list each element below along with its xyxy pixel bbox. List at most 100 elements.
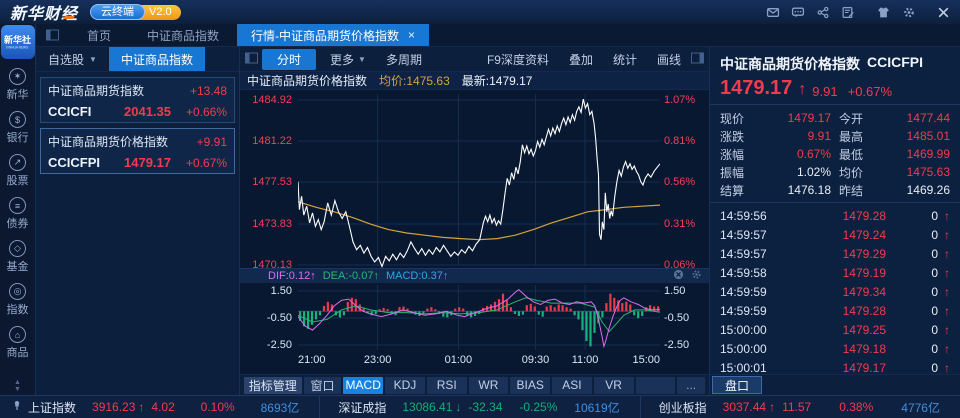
news-edit-icon[interactable] [841, 6, 855, 19]
indicator-tab-wr[interactable]: WR [468, 376, 509, 394]
tick-time: 15:00:00 [720, 322, 767, 337]
macd-hist-bar [346, 301, 349, 312]
indicator-tab-asi[interactable]: ASI [552, 376, 592, 394]
sidebar-item-label: 指数 [6, 304, 29, 316]
macd-hist-bar [318, 311, 322, 316]
quote-detail-row: 结算 1476.18 昨结 1469.26 [720, 181, 950, 199]
macd-hist-bar [509, 307, 512, 312]
indicator-tab-macd[interactable]: MACD [343, 376, 384, 394]
window-button[interactable]: 窗口 [303, 376, 342, 394]
scroll-down-icon[interactable]: ▼ [14, 386, 21, 393]
time-axis-label: 09:30 [521, 354, 550, 366]
stock-icon: ↗ [9, 154, 26, 171]
close-window-icon[interactable] [937, 6, 950, 19]
instrument-price: 2041.35 [124, 104, 171, 119]
quote-change: 9.91 [812, 84, 838, 99]
layout-icon-right[interactable] [691, 52, 704, 67]
multi-period-button[interactable]: 多周期 [385, 52, 422, 67]
f9-depth-button[interactable]: F9深度资料 [486, 52, 549, 67]
tick-row: 14:59:57 1479.24 0 ↑ [720, 225, 950, 244]
quote-label: 昨结 [839, 183, 864, 198]
macd-hist-bar [657, 306, 660, 312]
macd-hist-bar [378, 309, 381, 312]
draw-line-button[interactable]: 画线 [656, 52, 681, 67]
layout-icon-left[interactable] [245, 52, 258, 67]
stats-button[interactable]: 统计 [612, 52, 637, 67]
sidebar-item-bond[interactable]: ≡ 债券 [7, 197, 29, 231]
tick-price: 1479.29 [842, 246, 886, 261]
time-axis: 21:00 23:00 01:00 09:30 11:00 15:00 [240, 352, 709, 368]
tick-price: 1479.25 [842, 322, 886, 337]
sidebar-item-stock[interactable]: ↗ 股票 [7, 154, 29, 188]
xinhua-news-logo[interactable]: 新华社 XINHUA NEWS [0, 25, 35, 59]
mail-icon[interactable] [766, 6, 780, 19]
tab-close-icon[interactable]: × [408, 28, 416, 42]
pin-icon[interactable] [12, 400, 22, 414]
tick-list[interactable]: 14:59:56 1479.28 0 ↑ 14:59:57 1479.24 0 ↑ 14:59:… [710, 203, 960, 377]
brand-logo: 新华财经 [10, 4, 79, 23]
overlay-button[interactable]: 叠加 [568, 52, 593, 67]
index-icon: ◎ [9, 283, 26, 300]
macd-hist-bar [569, 308, 572, 312]
macd-hist-bar [649, 305, 652, 312]
time-axis-label: 01:00 [444, 354, 473, 366]
share-icon[interactable] [816, 6, 830, 19]
tab-pankou[interactable]: 盘口 [712, 376, 763, 394]
indicator-tab-rsi[interactable]: RSI [426, 376, 467, 394]
quote-value: 1477.44 [906, 111, 950, 125]
bank-icon: $ [9, 111, 26, 128]
scroll-up-icon[interactable]: ▲ [14, 379, 21, 386]
quote-value: 1485.01 [906, 129, 950, 143]
macd-hist-bar [585, 311, 588, 341]
instrument-change: +9.91 [196, 134, 227, 149]
macd-hist-bar [314, 311, 318, 320]
tab-quotes-active[interactable]: 行情-中证商品期货价格指数 × [237, 24, 430, 46]
instrument-code: CCICFI [48, 104, 92, 119]
chat-icon[interactable] [791, 6, 805, 19]
tab-commodity-index[interactable]: 中证商品指数 [147, 28, 220, 43]
watchlist-item-ccicfpi[interactable]: 中证商品期货价格指数 +9.91 CCICFPI 1479.17 +0.67% [40, 128, 235, 174]
indicator-tab-kdj[interactable]: KDJ [385, 376, 425, 394]
sidebar-item-fund[interactable]: ◇ 基金 [7, 240, 29, 274]
indicator-manage-button[interactable]: 指标管理 [244, 376, 302, 394]
macd-chart[interactable]: 1.50 1.50 -0.50 -0.50 -2.50 -2.50 [240, 283, 709, 352]
sidebar-scroll-arrows[interactable]: ▲ ▼ [14, 379, 21, 393]
quote-detail-row: 现价 1479.17 今开 1477.44 [720, 109, 950, 127]
macd-hist-bar [446, 311, 449, 318]
tab-favorites[interactable]: 自选股 ▼ [48, 52, 97, 67]
tick-time: 14:59:59 [720, 303, 767, 318]
theme-shirt-icon[interactable] [876, 6, 891, 19]
index-value: 13086.41 [402, 400, 453, 414]
status-index-szse[interactable]: 深证成指 13086.41 ↓ -32.34 -0.25% 10619亿 [319, 396, 639, 418]
macd-axis-label: 1.50 [270, 285, 292, 297]
sidebar-item-index[interactable]: ◎ 指数 [7, 283, 29, 317]
quote-label: 最低 [839, 147, 864, 162]
layout-left-icon[interactable] [36, 24, 69, 46]
tick-price: 1479.34 [842, 284, 886, 299]
tab-commodity-index-list[interactable]: 中证商品指数 [108, 47, 205, 71]
watchlist-item-ccicfi[interactable]: 中证商品期货指数 +13.48 CCICFI 2041.35 +0.66% [40, 77, 235, 123]
macd-hist-bar [613, 297, 616, 312]
tab-home[interactable]: 首页 [87, 28, 112, 43]
dea-value: DEA:-0.07↑ [322, 269, 379, 282]
indicator-tab-blank[interactable] [635, 376, 676, 394]
sidebar-item-xinhua[interactable]: ✶ 新华 [7, 68, 29, 102]
minute-chart-button[interactable]: 分时 [262, 48, 317, 70]
close-indicator-icon[interactable] [673, 269, 684, 283]
indicator-tab-bias[interactable]: BIAS [510, 376, 551, 394]
tick-price: 1479.28 [842, 303, 886, 318]
status-index-chinext[interactable]: 创业板指 3037.44 ↑ 11.57 0.38% 4776亿 [639, 396, 960, 418]
settings-gear-icon[interactable] [902, 6, 916, 19]
sidebar-item-bank[interactable]: $ 银行 [7, 111, 29, 145]
status-index-sse[interactable]: 上证指数 3916.23 ↑ 4.02 0.10% 8693亿 [0, 396, 319, 418]
indicator-more-button[interactable]: ... [677, 376, 706, 394]
minute-chart[interactable]: 1484.92 1481.22 1477.53 1473.83 1470.13 1.07%… [240, 90, 709, 271]
sidebar-item-commodity[interactable]: ⌂ 商品 [7, 326, 29, 360]
more-periods-button[interactable]: 更多 ▼ [330, 52, 366, 67]
indicator-settings-gear-icon[interactable] [691, 269, 702, 283]
indicator-tab-vr[interactable]: VR [593, 376, 634, 394]
quote-label: 涨幅 [720, 147, 745, 162]
macd-hist-bar [370, 311, 373, 316]
macd-hist-bar [629, 304, 632, 312]
macd-hist-bar [434, 309, 437, 312]
